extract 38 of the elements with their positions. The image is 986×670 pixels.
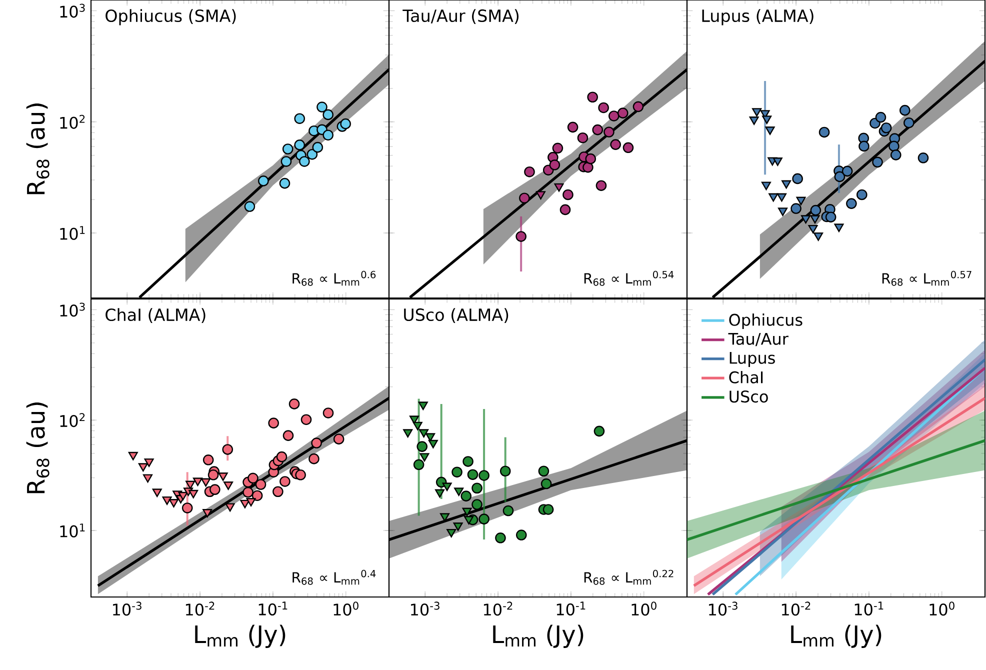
legend-label: Ophiucus [729,314,802,330]
y-tick-label: 10$^{2}$ [60,413,85,428]
y-tick-label: 10$^{3}$ [60,302,85,317]
x-tick-label: 10$^{-1}$ [854,602,884,616]
legend-label: USco [730,390,768,403]
y-tick-label: 10$^{1}$ [60,524,85,538]
x-axis-title: L$_{mm}$ (Jy) [493,624,584,648]
y-tick-label: 10$^{2}$ [60,114,85,129]
x-tick-label: 10$^{-3}$ [411,602,440,616]
annotation: R$_{68}$ ∝ L$_{mm}$0.54 [584,270,674,286]
chart-title: Tau/Aur (SMA) [402,9,519,24]
y-axis-title: R$_{68}$ (au) [26,104,50,194]
y-axis-title: R$_{68}$ (au) [26,402,50,494]
x-tick-label: 10$^{-2}$ [484,602,512,616]
x-tick-label: 10$^{-3}$ [113,602,142,616]
x-tick-label: 10$^{-2}$ [186,602,214,616]
x-tick-label: 10$^{-1}$ [556,602,586,616]
legend-label: Lupus [730,352,775,367]
x-tick-label: 10$^{-2}$ [782,602,810,616]
y-tick-label: 10$^{1}$ [60,226,85,240]
x-tick-label: 10$^{0}$ [334,602,358,616]
x-axis-title: L$_{mm}$ (Jy) [195,624,286,648]
x-axis-title: L$_{mm}$ (Jy) [791,624,882,648]
chart-title: USco (ALMA) [404,308,508,324]
x-tick-label: 10$^{-1}$ [258,602,288,616]
legend-label: Tau/Aur [728,333,788,346]
text: Lupus (ALMA) [702,9,814,26]
annotation: R$_{68}$ ∝ L$_{mm}$0.22 [584,570,674,585]
annotation: R$_{68}$ ∝ L$_{mm}$0.57 [882,270,972,286]
chart-title: ChaI (ALMA) [106,308,206,324]
x-tick-label: 10$^{-3}$ [709,602,738,616]
text: Ophiucus (SMA) [106,9,236,26]
annotation: R$_{68}$ ∝ L$_{mm}$0.4 [292,570,376,585]
x-tick-label: 10$^{0}$ [632,602,656,616]
legend-label: ChaI [729,371,763,384]
x-tick-label: 10$^{0}$ [930,602,954,616]
annotation: R$_{68}$ ∝ L$_{mm}$0.6 [292,270,376,286]
y-tick-label: 10$^{3}$ [60,4,85,18]
